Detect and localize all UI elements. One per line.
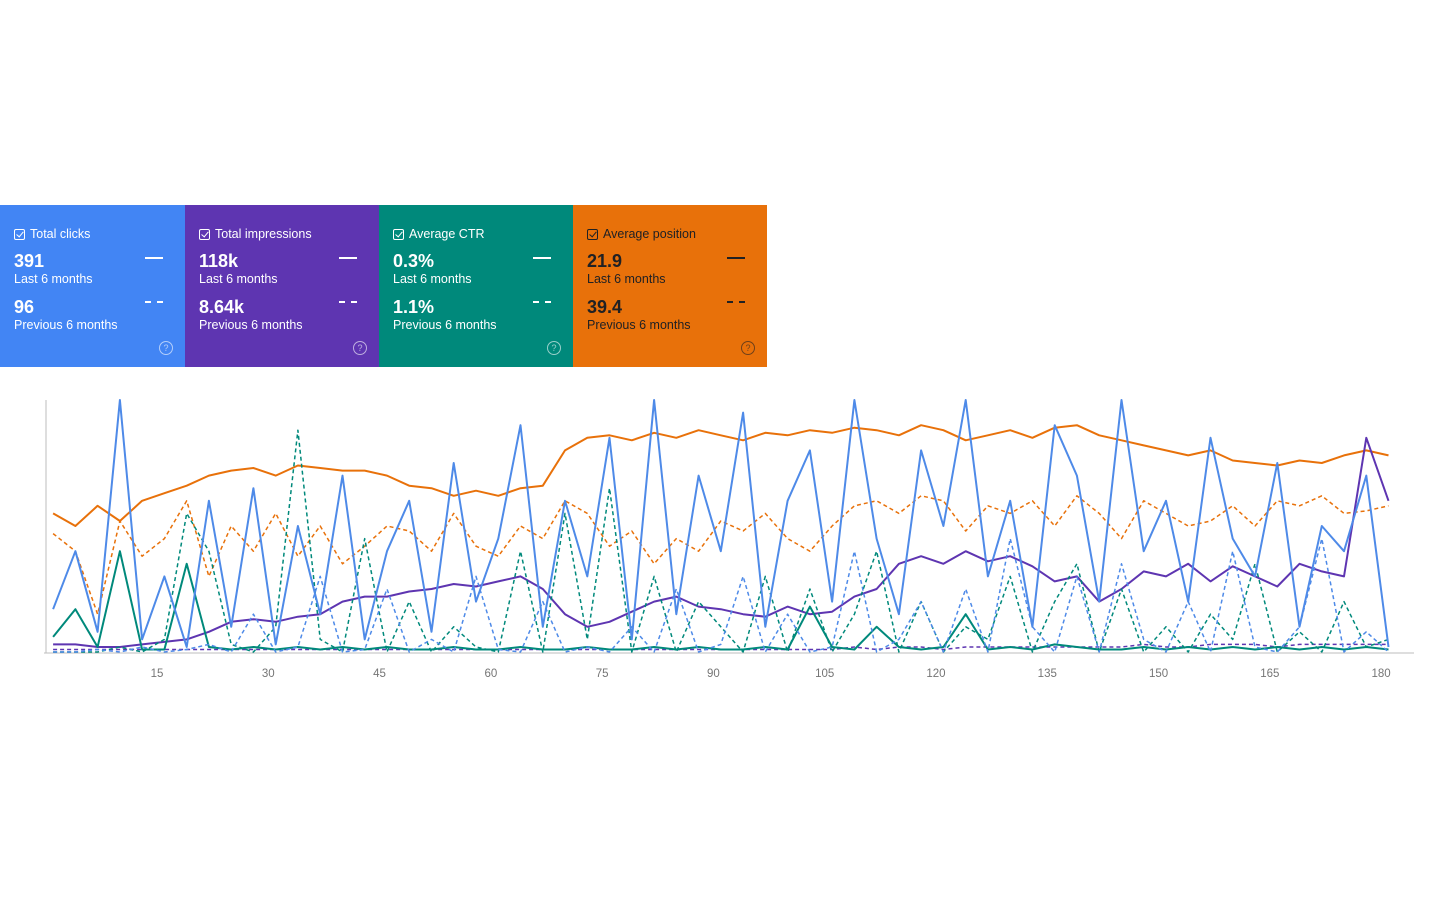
previous-value: 96 (14, 297, 35, 317)
card-title-row: Average position (587, 227, 767, 241)
previous-label: Previous 6 months (14, 318, 118, 332)
metric-card[interactable]: Total impressions 118k Last 6 months 8.64k P… (185, 205, 379, 367)
dashed-line-key (145, 301, 163, 303)
metric-card[interactable]: Total clicks 391 Last 6 months 96 Previous 6… (0, 205, 185, 367)
series-line (52, 550, 1389, 651)
x-tick-label: 30 (262, 668, 275, 680)
metric-card[interactable]: Average position 21.9 Last 6 months 39.4 Pre… (573, 205, 767, 367)
checkbox[interactable] (587, 228, 598, 240)
current-label: Last 6 months (199, 272, 278, 286)
previous-label: Previous 6 months (587, 318, 691, 332)
help-icon[interactable]: ? (353, 341, 367, 355)
previous-label: Previous 6 months (393, 318, 497, 332)
dashed-line-key (533, 301, 551, 303)
series-line (52, 424, 1389, 527)
x-tick-label: 45 (373, 668, 386, 680)
current-value: 21.9 (587, 251, 623, 271)
current-label: Last 6 months (393, 272, 472, 286)
x-tick-label: 180 (1372, 668, 1391, 680)
dashed-line-key (727, 301, 745, 303)
solid-line-key (339, 257, 357, 259)
solid-line-key (145, 257, 163, 259)
checkbox[interactable] (199, 228, 210, 240)
x-tick-label: 135 (1038, 668, 1057, 680)
checkbox[interactable] (393, 228, 404, 240)
series-line (52, 399, 1390, 648)
x-tick-label: 15 (151, 668, 164, 680)
card-title: Total clicks (30, 227, 91, 241)
card-title-row: Total impressions (199, 227, 379, 241)
checkbox[interactable] (14, 228, 25, 240)
current-label: Last 6 months (14, 272, 93, 286)
dashed-line-key (339, 301, 357, 303)
metric-cards: Total clicks 391 Last 6 months 96 Previous 6… (0, 205, 767, 367)
x-tick-label: 60 (484, 668, 497, 680)
series-line (53, 429, 1389, 653)
card-title: Total impressions (215, 227, 312, 241)
help-icon[interactable]: ? (547, 341, 561, 355)
x-tick-label: 150 (1149, 668, 1168, 680)
x-tick-label: 90 (707, 668, 720, 680)
card-title: Average position (603, 227, 696, 241)
previous-value: 1.1% (393, 297, 435, 317)
current-label: Last 6 months (587, 272, 666, 286)
current-value: 0.3% (393, 251, 435, 271)
x-tick-label: 165 (1260, 668, 1279, 680)
previous-value: 8.64k (199, 297, 245, 317)
series-line (53, 436, 1390, 648)
x-tick-label: 75 (596, 668, 609, 680)
x-tick-label: 105 (815, 668, 834, 680)
x-tick-label: 120 (926, 668, 945, 680)
card-title-row: Total clicks (14, 227, 185, 241)
card-title: Average CTR (409, 227, 485, 241)
card-title-row: Average CTR (393, 227, 573, 241)
current-value: 391 (14, 251, 45, 271)
series-line (52, 495, 1389, 615)
previous-label: Previous 6 months (199, 318, 303, 332)
current-value: 118k (199, 251, 239, 271)
metric-card[interactable]: Average CTR 0.3% Last 6 months 1.1% Previous… (379, 205, 573, 367)
solid-line-key (533, 257, 551, 259)
solid-line-key (727, 257, 745, 259)
help-icon[interactable]: ? (741, 341, 755, 355)
series-line (53, 537, 1390, 653)
previous-value: 39.4 (587, 297, 623, 317)
help-icon[interactable]: ? (159, 341, 173, 355)
